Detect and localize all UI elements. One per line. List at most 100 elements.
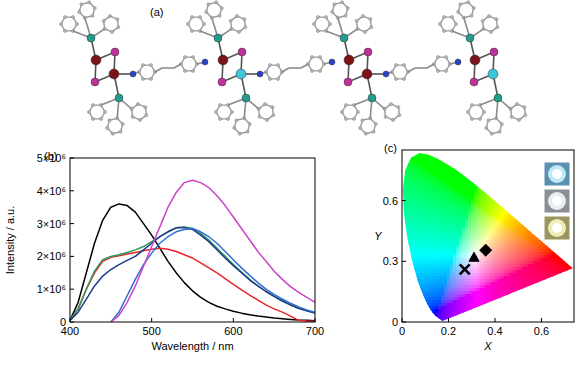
gamut-cell — [402, 276, 406, 280]
atom — [244, 26, 247, 29]
gamut-cell — [468, 162, 472, 166]
gamut-cell — [453, 165, 457, 169]
gamut-cell — [477, 312, 481, 316]
gamut-cell — [474, 309, 478, 313]
gamut-cell — [483, 186, 487, 190]
gamut-cell — [477, 171, 481, 175]
gamut-cell — [402, 153, 406, 157]
gamut-cell — [402, 318, 406, 322]
gamut-cell — [411, 276, 415, 280]
gamut-cell — [408, 258, 412, 262]
gamut-cell — [411, 318, 415, 322]
gamut-cell — [408, 255, 412, 259]
gamut-cell — [462, 165, 466, 169]
y-tick — [70, 322, 74, 323]
atom — [268, 77, 271, 80]
gamut-cell — [444, 156, 448, 160]
atom — [481, 19, 484, 22]
y-tick-label: 4×10⁶ — [37, 185, 66, 197]
gamut-cell — [402, 225, 406, 229]
gamut-cell — [480, 312, 484, 316]
gamut-cell — [411, 306, 415, 310]
gamut-cell — [402, 306, 406, 310]
gamut-cell — [408, 309, 412, 313]
repeat-unit — [438, 1, 527, 136]
gamut-cell — [480, 177, 484, 181]
gamut-cell — [480, 165, 484, 169]
gamut-cell — [453, 150, 457, 154]
gamut-cell — [414, 291, 418, 295]
gamut-cell — [423, 309, 427, 313]
y-tick-label: 3×10⁶ — [37, 218, 66, 230]
gamut-cell — [465, 159, 469, 163]
gamut-cell — [459, 315, 463, 319]
gamut-cell — [474, 318, 478, 322]
gamut-cell — [477, 315, 481, 319]
gamut-cell — [486, 153, 490, 157]
gamut-cell — [456, 162, 460, 166]
atom — [136, 102, 139, 105]
gamut-fill — [402, 150, 574, 322]
gamut-cell — [411, 294, 415, 298]
gamut-cell — [405, 300, 409, 304]
bond — [174, 64, 181, 68]
gamut-cell — [423, 306, 427, 310]
gamut-cell — [441, 153, 445, 157]
atom — [316, 15, 319, 18]
gamut-cell — [486, 183, 490, 187]
gamut-cell — [402, 300, 406, 304]
atom — [523, 106, 526, 109]
gamut-cell — [414, 300, 418, 304]
gamut-cell — [417, 318, 421, 322]
atom — [344, 78, 352, 86]
gamut-cell — [414, 279, 418, 283]
gamut-cell — [411, 285, 415, 289]
atom — [214, 110, 217, 113]
atom — [370, 26, 373, 29]
gamut-cell — [402, 156, 406, 160]
atom — [482, 110, 485, 113]
gamut-cell — [486, 180, 490, 184]
gamut-cell — [423, 312, 427, 316]
gamut-cell — [447, 150, 451, 154]
gamut-cell — [417, 150, 421, 154]
gamut-cell — [486, 165, 490, 169]
atom — [116, 18, 119, 21]
atom — [265, 118, 268, 121]
gamut-cell — [474, 171, 478, 175]
gamut-cell — [483, 168, 487, 172]
gamut-cell — [411, 297, 415, 301]
gamut-cell — [414, 306, 418, 310]
gamut-cell — [483, 312, 487, 316]
atom — [346, 6, 349, 9]
atom — [364, 132, 367, 135]
gamut-cell — [417, 297, 421, 301]
gamut-cell — [423, 303, 427, 307]
gamut-cell — [405, 252, 409, 256]
gamut-cell — [405, 273, 409, 277]
atom — [324, 15, 327, 18]
atom — [488, 69, 498, 79]
gamut-cell — [408, 267, 412, 271]
gamut-cell — [471, 165, 475, 169]
atom — [63, 15, 66, 18]
atom — [243, 18, 246, 21]
gamut-cell — [438, 150, 442, 154]
gamut-cell — [402, 255, 406, 259]
ring — [434, 57, 450, 71]
gamut-cell — [420, 150, 424, 154]
gamut-cell — [411, 312, 415, 316]
gamut-cell — [402, 297, 406, 301]
atom — [71, 15, 74, 18]
gamut-cell — [444, 153, 448, 157]
gamut-cell — [483, 162, 487, 166]
gamut-cell — [408, 276, 412, 280]
gamut-cell — [483, 183, 487, 187]
series-line — [70, 204, 315, 321]
series-line — [111, 180, 315, 322]
gamut-cell — [468, 168, 472, 172]
ring — [483, 16, 498, 32]
gamut-cell — [480, 171, 484, 175]
x-axis-label: Wavelength / nm — [151, 340, 233, 352]
bond — [408, 68, 415, 72]
